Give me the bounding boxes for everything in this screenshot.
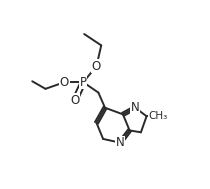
Text: P: P bbox=[80, 76, 87, 89]
Text: O: O bbox=[70, 94, 79, 107]
Text: O: O bbox=[60, 76, 69, 89]
Text: N: N bbox=[116, 136, 125, 149]
Text: N: N bbox=[131, 101, 140, 114]
Text: CH₃: CH₃ bbox=[148, 111, 168, 121]
Text: O: O bbox=[92, 60, 101, 73]
